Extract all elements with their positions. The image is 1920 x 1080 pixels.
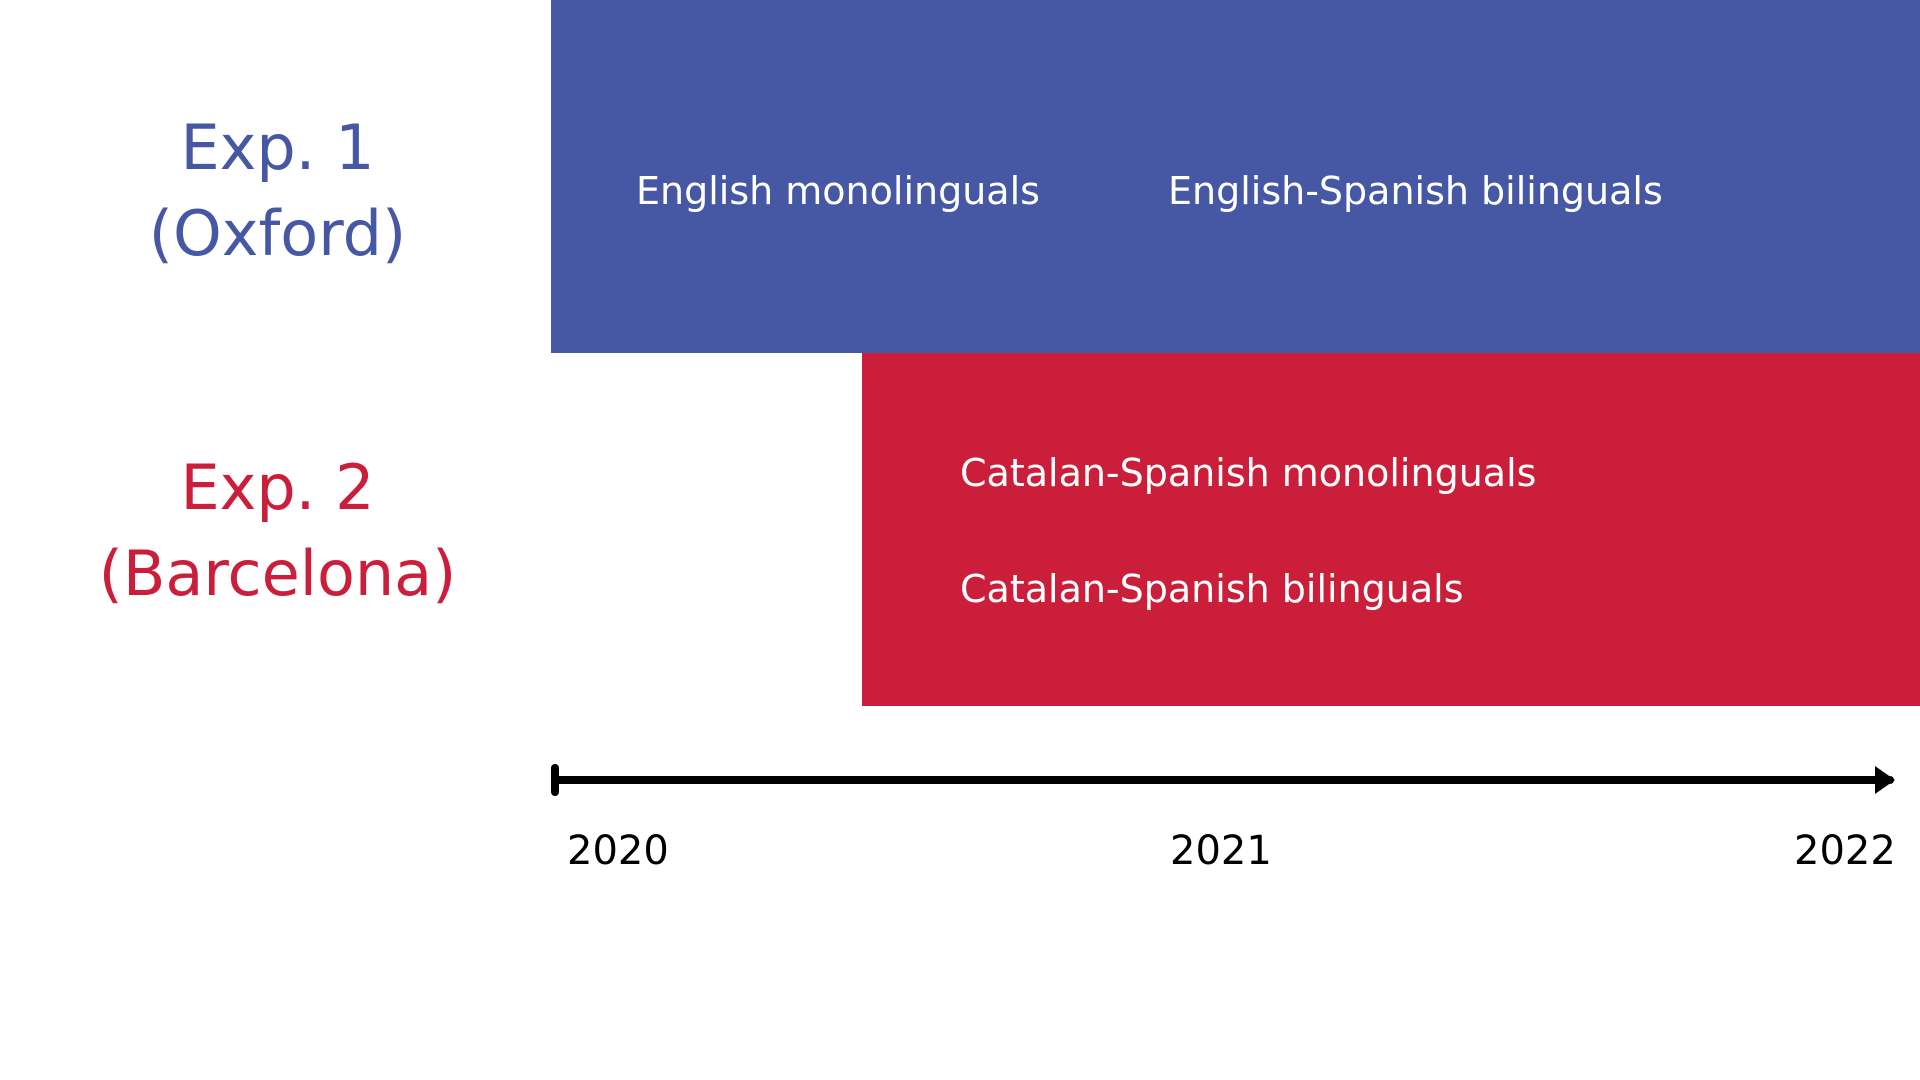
exp1-location: (Oxford) [148, 197, 407, 270]
timeline-arrowhead-icon [1875, 766, 1895, 794]
exp1-group-english-monolinguals: English monolinguals [636, 169, 1040, 213]
timeline-axis [551, 764, 1895, 796]
exp2-group-catalan-spanish-monolinguals: Catalan-Spanish monolinguals [960, 451, 1537, 495]
exp2-group-catalan-spanish-bilinguals: Catalan-Spanish bilinguals [960, 567, 1464, 611]
tick-label-2022: 2022 [1794, 828, 1896, 874]
tick-label-2020: 2020 [567, 828, 669, 874]
exp2-label: Exp. 2 (Barcelona) [0, 445, 555, 617]
exp2-title: Exp. 2 [180, 451, 375, 524]
tick-label-2021: 2021 [1170, 828, 1272, 874]
exp1-label: Exp. 1 (Oxford) [0, 105, 555, 277]
exp2-period-band [862, 353, 1920, 706]
exp1-title: Exp. 1 [180, 111, 375, 184]
exp2-location: (Barcelona) [98, 537, 457, 610]
exp1-period-band [551, 0, 1920, 353]
exp1-group-english-spanish-bilinguals: English-Spanish bilinguals [1168, 169, 1663, 213]
